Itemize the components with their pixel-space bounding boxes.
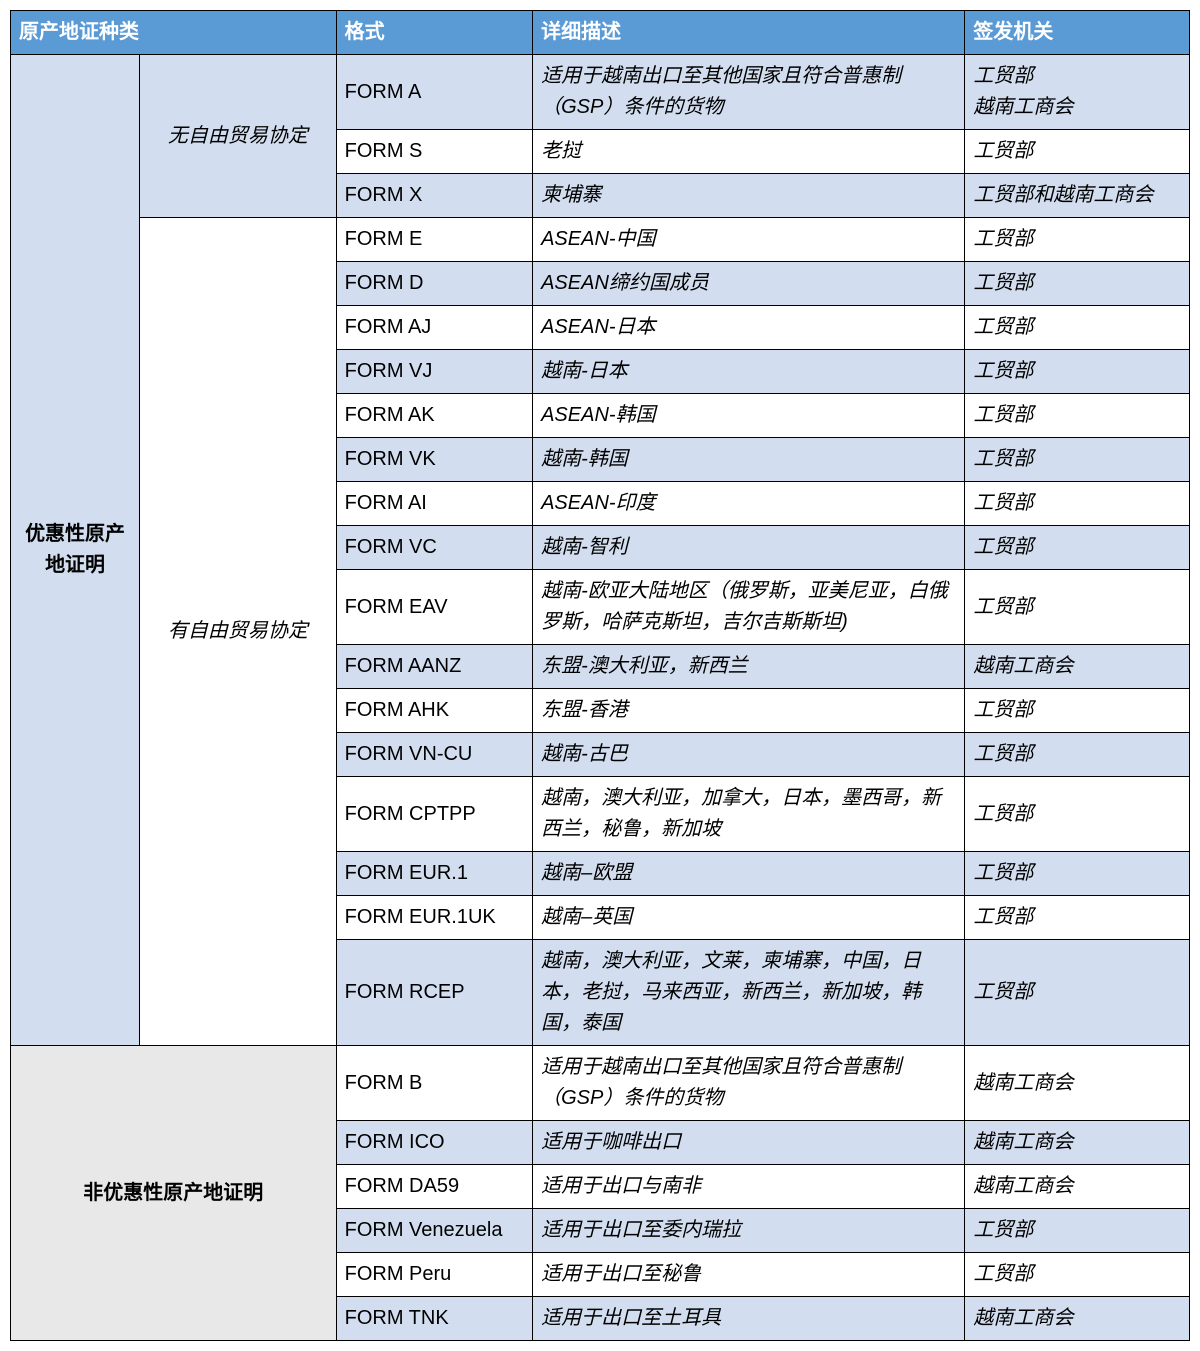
- cell-format: FORM X: [336, 174, 532, 218]
- cell-auth: 工贸部: [965, 570, 1190, 645]
- cell-desc: 越南-韩国: [533, 438, 965, 482]
- cell-auth: 工贸部: [965, 394, 1190, 438]
- cell-auth: 工贸部: [965, 689, 1190, 733]
- cell-auth: 工贸部: [965, 896, 1190, 940]
- cell-desc: 适用于越南出口至其他国家且符合普惠制（GSP）条件的货物: [533, 55, 965, 130]
- cell-auth: 工贸部: [965, 777, 1190, 852]
- cell-desc: 越南，澳大利亚，文莱，柬埔寨，中国，日本，老挝，马来西亚，新西兰，新加坡，韩国，…: [533, 940, 965, 1046]
- cell-desc: 适用于出口与南非: [533, 1165, 965, 1209]
- cell-auth: 工贸部和越南工商会: [965, 174, 1190, 218]
- header-description: 详细描述: [533, 11, 965, 55]
- cell-format: FORM A: [336, 55, 532, 130]
- cell-format: FORM VK: [336, 438, 532, 482]
- cell-auth: 工贸部: [965, 438, 1190, 482]
- cell-desc: ASEAN-印度: [533, 482, 965, 526]
- cell-format: FORM Venezuela: [336, 1209, 532, 1253]
- subcategory-fta: 有自由贸易协定: [140, 218, 336, 1046]
- cell-auth: 工贸部: [965, 733, 1190, 777]
- cell-auth: 工贸部: [965, 350, 1190, 394]
- cell-format: FORM E: [336, 218, 532, 262]
- cell-desc: 柬埔寨: [533, 174, 965, 218]
- header-row: 原产地证种类 格式 详细描述 签发机关: [11, 11, 1190, 55]
- cell-auth: 工贸部: [965, 852, 1190, 896]
- cell-desc: ASEAN-日本: [533, 306, 965, 350]
- table-row: 有自由贸易协定 FORM E ASEAN-中国 工贸部: [11, 218, 1190, 262]
- cell-auth: 工贸部: [965, 130, 1190, 174]
- cell-format: FORM AJ: [336, 306, 532, 350]
- cell-desc: 越南–欧盟: [533, 852, 965, 896]
- cell-auth: 越南工商会: [965, 1121, 1190, 1165]
- cell-format: FORM Peru: [336, 1253, 532, 1297]
- cell-auth: 越南工商会: [965, 645, 1190, 689]
- cell-desc: 东盟-香港: [533, 689, 965, 733]
- cell-desc: 适用于出口至委内瑞拉: [533, 1209, 965, 1253]
- cell-format: FORM AK: [336, 394, 532, 438]
- cell-desc: 越南-智利: [533, 526, 965, 570]
- cell-desc: 适用于越南出口至其他国家且符合普惠制（GSP）条件的货物: [533, 1046, 965, 1121]
- cell-auth: 越南工商会: [965, 1297, 1190, 1341]
- cell-desc: 越南-古巴: [533, 733, 965, 777]
- cell-desc: 越南–英国: [533, 896, 965, 940]
- cell-format: FORM AANZ: [336, 645, 532, 689]
- category-nonpreferential: 非优惠性原产地证明: [11, 1046, 337, 1341]
- cell-desc: 越南，澳大利亚，加拿大，日本，墨西哥，新西兰，秘鲁，新加坡: [533, 777, 965, 852]
- cell-format: FORM D: [336, 262, 532, 306]
- cell-desc: ASEAN-韩国: [533, 394, 965, 438]
- cell-format: FORM B: [336, 1046, 532, 1121]
- header-category: 原产地证种类: [11, 11, 337, 55]
- cell-format: FORM VJ: [336, 350, 532, 394]
- table-row: 非优惠性原产地证明 FORM B 适用于越南出口至其他国家且符合普惠制（GSP）…: [11, 1046, 1190, 1121]
- cell-desc: ASEAN缔约国成员: [533, 262, 965, 306]
- cell-desc: 老挝: [533, 130, 965, 174]
- cell-desc: 适用于出口至秘鲁: [533, 1253, 965, 1297]
- cell-auth: 工贸部: [965, 1253, 1190, 1297]
- cell-format: FORM EUR.1UK: [336, 896, 532, 940]
- cell-auth: 工贸部: [965, 482, 1190, 526]
- cell-auth: 工贸部: [965, 526, 1190, 570]
- cell-auth: 越南工商会: [965, 1165, 1190, 1209]
- cell-format: FORM AHK: [336, 689, 532, 733]
- cell-auth: 工贸部: [965, 1209, 1190, 1253]
- cell-desc: 适用于咖啡出口: [533, 1121, 965, 1165]
- cell-format: FORM EAV: [336, 570, 532, 645]
- header-format: 格式: [336, 11, 532, 55]
- cell-format: FORM DA59: [336, 1165, 532, 1209]
- cell-auth: 工贸部: [965, 306, 1190, 350]
- cell-desc: 适用于出口至土耳具: [533, 1297, 965, 1341]
- cell-auth: 工贸部: [965, 218, 1190, 262]
- subcategory-nofta: 无自由贸易协定: [140, 55, 336, 218]
- cell-format: FORM CPTPP: [336, 777, 532, 852]
- cell-desc: 东盟-澳大利亚，新西兰: [533, 645, 965, 689]
- cell-desc: ASEAN-中国: [533, 218, 965, 262]
- cell-auth: 越南工商会: [965, 1046, 1190, 1121]
- cell-format: FORM VN-CU: [336, 733, 532, 777]
- cell-auth: 工贸部: [965, 940, 1190, 1046]
- cell-desc: 越南-欧亚大陆地区（俄罗斯，亚美尼亚，白俄罗斯，哈萨克斯坦，吉尔吉斯斯坦): [533, 570, 965, 645]
- cell-format: FORM S: [336, 130, 532, 174]
- header-authority: 签发机关: [965, 11, 1190, 55]
- category-preferential: 优惠性原产地证明: [11, 55, 140, 1046]
- cell-format: FORM AI: [336, 482, 532, 526]
- certificate-table: 原产地证种类 格式 详细描述 签发机关 优惠性原产地证明 无自由贸易协定 FOR…: [10, 10, 1190, 1341]
- cell-desc: 越南-日本: [533, 350, 965, 394]
- cell-auth: 工贸部越南工商会: [965, 55, 1190, 130]
- table-row: 优惠性原产地证明 无自由贸易协定 FORM A 适用于越南出口至其他国家且符合普…: [11, 55, 1190, 130]
- cell-format: FORM ICO: [336, 1121, 532, 1165]
- cell-format: FORM TNK: [336, 1297, 532, 1341]
- cell-auth: 工贸部: [965, 262, 1190, 306]
- cell-format: FORM RCEP: [336, 940, 532, 1046]
- cell-format: FORM VC: [336, 526, 532, 570]
- cell-format: FORM EUR.1: [336, 852, 532, 896]
